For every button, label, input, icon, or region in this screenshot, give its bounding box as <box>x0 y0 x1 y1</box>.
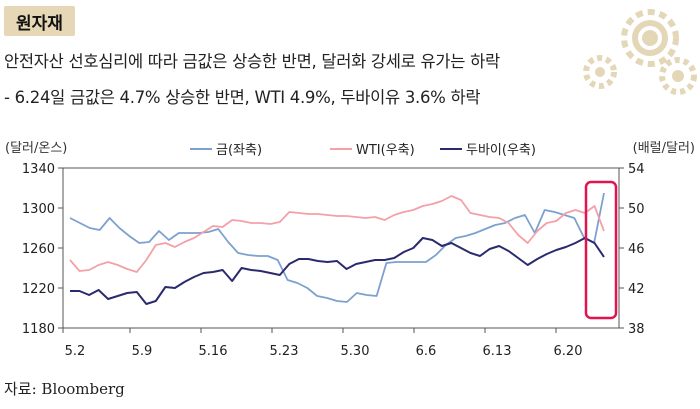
x-tick-label: 5.9 <box>132 344 153 359</box>
x-axis: 5.2 5.9 5.16 5.23 5.30 6.6 6.13 6.20 <box>62 328 583 359</box>
right-axis: 38 42 46 50 54 <box>619 162 645 337</box>
legend-label: 금(좌축) <box>216 143 262 158</box>
series-line-2 <box>70 237 605 305</box>
right-tick-label: 54 <box>628 162 645 177</box>
left-tick-label: 1340 <box>22 162 55 177</box>
x-tick-label: 6.6 <box>416 344 437 359</box>
x-tick-label: 5.16 <box>199 344 228 359</box>
right-tick-label: 46 <box>628 242 645 257</box>
x-tick-label: 5.2 <box>65 344 86 359</box>
x-tick-label: 6.13 <box>483 344 512 359</box>
x-tick-label: 5.30 <box>341 344 370 359</box>
subheadline: - 6.24일 금값은 4.7% 상승한 반면, WTI 4.9%, 두바이유 … <box>4 88 481 107</box>
left-tick-label: 1180 <box>22 322 55 337</box>
highlight-box <box>584 180 618 320</box>
left-tick-label: 1300 <box>22 202 55 217</box>
right-axis-unit: (배럴/달러) <box>633 141 695 156</box>
headline: 안전자산 선호심리에 따라 금값은 상승한 반면, 달러화 강세로 유가는 하락 <box>4 52 500 71</box>
left-axis-unit: (달러/온스) <box>5 141 67 156</box>
section-badge: 원자재 <box>4 6 75 36</box>
left-tick-label: 1220 <box>22 282 55 297</box>
legend-label: 두바이(우축) <box>466 143 536 158</box>
x-tick-label: 5.23 <box>270 344 299 359</box>
series-lines <box>69 192 605 305</box>
right-tick-label: 38 <box>628 322 645 337</box>
series-line-0 <box>69 192 605 303</box>
left-axis: 1180 1220 1260 1300 1340 <box>22 162 63 337</box>
series-line-1 <box>69 195 605 273</box>
source-note: 자료: Bloomberg <box>4 380 125 398</box>
legend-label: WTI(우축) <box>356 143 415 158</box>
x-tick-label: 6.20 <box>554 344 583 359</box>
chart: (달러/온스) (배럴/달러) 금(좌축) WTI(우축) 두바이(우축) 1180… <box>5 141 695 359</box>
legend: 금(좌축) WTI(우축) 두바이(우축) <box>190 143 536 158</box>
right-tick-label: 50 <box>628 202 645 217</box>
gears-icon <box>583 9 697 95</box>
left-tick-label: 1260 <box>22 242 55 257</box>
right-tick-label: 42 <box>628 282 645 297</box>
